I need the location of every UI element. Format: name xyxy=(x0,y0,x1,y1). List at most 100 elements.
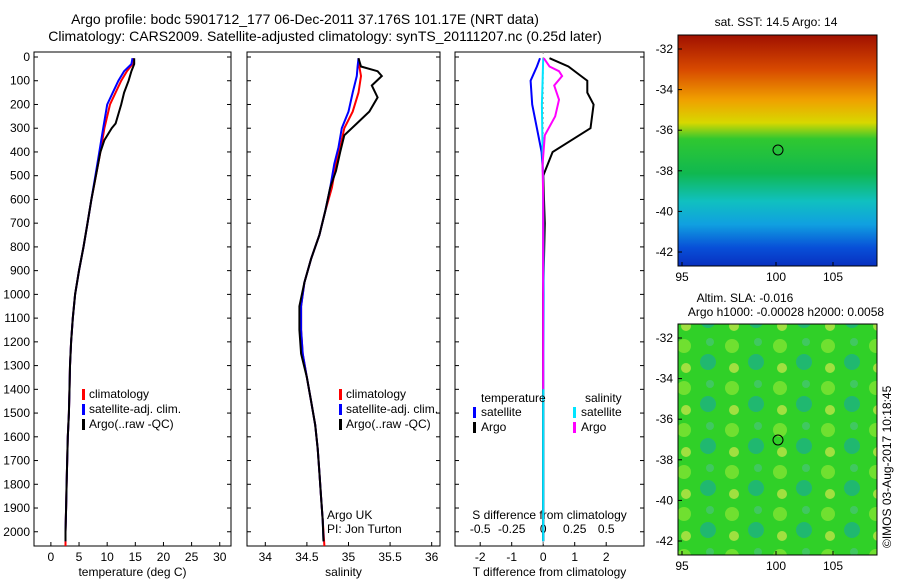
legend-label: Argo(..raw -QC) xyxy=(346,417,431,431)
x-tick-label: 35 xyxy=(342,550,356,564)
x-tick-label: 25 xyxy=(185,550,199,564)
y-tick-label: 1300 xyxy=(3,359,30,373)
annotation-text: Argo UK xyxy=(327,508,372,522)
map-y-tick-label: -38 xyxy=(656,164,674,178)
x-axis-label: salinity xyxy=(325,565,362,579)
legend-header: salinity xyxy=(585,391,622,405)
legend-label: climatology xyxy=(89,387,149,401)
y-tick-label: 200 xyxy=(10,97,30,111)
legend-swatch xyxy=(82,389,85,400)
map-x-tick-label: 95 xyxy=(675,270,689,284)
map-x-tick-label: 105 xyxy=(823,270,843,284)
x-axis-label: temperature (deg C) xyxy=(78,565,186,579)
legend-swatch xyxy=(473,407,476,418)
y-tick-label: 900 xyxy=(10,264,30,278)
y-tick-label: 500 xyxy=(10,169,30,183)
x-tick-label: 1 xyxy=(571,550,578,564)
x-axis-label: T difference from climatology xyxy=(473,565,627,579)
y-tick-label: 1200 xyxy=(3,335,30,349)
map-x-tick-label: 95 xyxy=(675,559,689,573)
y-tick-label: 300 xyxy=(10,121,30,135)
y-tick-label: 1700 xyxy=(3,454,30,468)
sla-argo-marker xyxy=(772,434,784,446)
y-tick-label: 1500 xyxy=(3,406,30,420)
map-y-tick-label: -32 xyxy=(656,331,674,345)
y-tick-label: 1600 xyxy=(3,430,30,444)
salinity-panel: 34 34.5 35 35.5 36 salinity climatologysatelli… xyxy=(246,51,441,579)
legend-swatch xyxy=(339,419,342,430)
legend-swatch xyxy=(82,404,85,415)
annotation-text: PI: Jon Turton xyxy=(327,522,402,536)
y-tick-label: 800 xyxy=(10,240,30,254)
legend-label: climatology xyxy=(346,387,406,401)
x-tick-label: -2 xyxy=(475,550,486,564)
map-x-tick-label: 105 xyxy=(823,559,843,573)
legend-label: Argo xyxy=(581,420,607,434)
y-tick-label: 1800 xyxy=(3,477,30,491)
difference-panel: -2 -1 0 1 2T difference from climatology -0.5… xyxy=(454,51,645,579)
header-line1: Argo profile: bodc 5901712_177 06-Dec-20… xyxy=(71,11,539,27)
top-tick-label: -0.25 xyxy=(498,522,526,536)
top-tick-label: -0.5 xyxy=(470,522,491,536)
y-tick-label: 600 xyxy=(10,192,30,206)
x-tick-label: 0 xyxy=(540,550,547,564)
temperature-panel: 0100200300400500600700800900100011001200… xyxy=(3,50,232,579)
map-y-tick-label: -38 xyxy=(656,453,674,467)
legend-swatch xyxy=(573,407,576,418)
legend-label: satellite xyxy=(481,405,522,419)
map-y-tick-label: -42 xyxy=(656,245,674,259)
map-y-tick-label: -36 xyxy=(656,123,674,137)
legend-header: temperature xyxy=(481,391,546,405)
series-line xyxy=(542,57,595,542)
x-tick-label: 34 xyxy=(259,550,273,564)
y-tick-label: 1100 xyxy=(4,311,30,325)
map-x-tick-label: 100 xyxy=(766,559,786,573)
map-x-tick-label: 100 xyxy=(766,270,786,284)
sla-map-title: Altim. SLA: -0.016 xyxy=(697,291,794,305)
sla-map-image xyxy=(677,323,878,556)
sst-map-image xyxy=(677,34,878,267)
x-tick-label: 20 xyxy=(157,550,171,564)
series-line xyxy=(64,58,136,542)
legend-swatch xyxy=(473,422,476,433)
legend-label: Argo(..raw -QC) xyxy=(89,417,174,431)
y-tick-label: 0 xyxy=(23,50,30,64)
legend-label: satellite-adj. clim. xyxy=(346,402,438,416)
top-tick-label: 0.25 xyxy=(563,522,587,536)
map-y-tick-label: -32 xyxy=(656,42,674,56)
legend-label: Argo xyxy=(481,420,507,434)
legend-label: satellite xyxy=(581,405,622,419)
x-tick-label: 34.5 xyxy=(295,550,319,564)
x-tick-label: -1 xyxy=(506,550,517,564)
y-tick-label: 1000 xyxy=(3,287,30,301)
legend-label: satellite-adj. clim. xyxy=(89,402,181,416)
sla-map: Altim. SLA: -0.016 Argo h1000: -0.00028 … xyxy=(656,291,885,573)
legend-swatch xyxy=(573,422,576,433)
x-tick-label: 0 xyxy=(48,550,55,564)
sla-map-subtitle: Argo h1000: -0.00028 h2000: 0.0058 xyxy=(688,305,884,319)
sst-map: sat. SST: 14.5 Argo: 14 -32-34-36-38-40-… xyxy=(656,15,878,284)
y-tick-label: 1900 xyxy=(3,501,30,515)
plot-frame xyxy=(454,51,645,547)
y-tick-label: 2000 xyxy=(3,525,30,539)
map-y-tick-label: -42 xyxy=(656,534,674,548)
map-y-tick-label: -40 xyxy=(656,204,674,218)
x-tick-label: 36 xyxy=(425,550,439,564)
map-y-tick-label: -34 xyxy=(656,83,674,97)
footer-stamp: ©IMOS 03-Aug-2017 10:18:45 xyxy=(880,385,894,548)
x-tick-label: 5 xyxy=(76,550,83,564)
sst-map-title: sat. SST: 14.5 Argo: 14 xyxy=(715,15,838,29)
map-y-tick-label: -34 xyxy=(656,372,674,386)
legend-swatch xyxy=(339,404,342,415)
top-axis-label: S difference from climatology xyxy=(472,508,627,522)
y-tick-label: 1400 xyxy=(3,382,30,396)
plot-frame xyxy=(33,51,232,547)
y-tick-label: 700 xyxy=(10,216,30,230)
y-tick-label: 100 xyxy=(10,74,30,88)
top-tick-label: 0.5 xyxy=(598,522,615,536)
x-tick-label: 30 xyxy=(213,550,227,564)
series-line xyxy=(298,57,384,542)
